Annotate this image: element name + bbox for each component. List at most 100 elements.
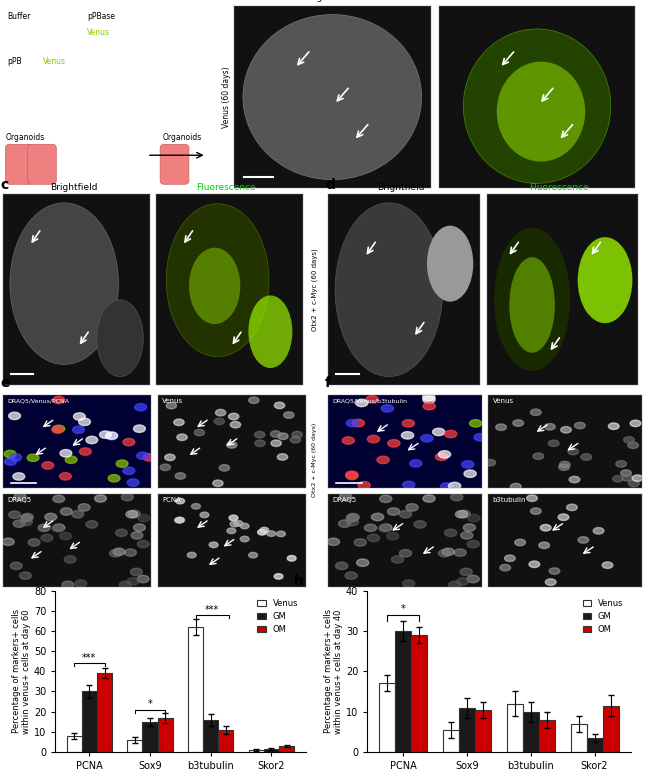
- Circle shape: [602, 562, 613, 568]
- Text: Otx2 + c-Myc (60 days): Otx2 + c-Myc (60 days): [311, 423, 317, 497]
- Text: f: f: [325, 376, 331, 390]
- Text: DRAQ5: DRAQ5: [8, 497, 32, 503]
- Circle shape: [64, 556, 76, 563]
- Circle shape: [278, 433, 288, 439]
- Circle shape: [545, 579, 556, 586]
- Circle shape: [387, 508, 400, 515]
- Text: pPBase: pPBase: [87, 12, 115, 20]
- Circle shape: [42, 462, 54, 469]
- Circle shape: [227, 528, 236, 533]
- FancyBboxPatch shape: [160, 144, 189, 184]
- Circle shape: [215, 410, 226, 416]
- Circle shape: [125, 549, 136, 556]
- Circle shape: [200, 512, 209, 518]
- Circle shape: [463, 524, 476, 531]
- Circle shape: [630, 420, 641, 427]
- Bar: [97, 673, 112, 752]
- Circle shape: [78, 503, 90, 511]
- Circle shape: [612, 475, 623, 482]
- Bar: [539, 720, 554, 752]
- Legend: Venus, GM, OM: Venus, GM, OM: [254, 595, 302, 637]
- Circle shape: [13, 473, 25, 480]
- Circle shape: [21, 514, 33, 521]
- Circle shape: [445, 431, 457, 438]
- Circle shape: [131, 532, 143, 539]
- Circle shape: [136, 452, 149, 460]
- Bar: [475, 709, 491, 752]
- Text: Venus: Venus: [87, 28, 111, 37]
- Circle shape: [346, 472, 358, 480]
- Circle shape: [530, 508, 541, 514]
- Circle shape: [357, 559, 369, 566]
- Circle shape: [129, 511, 140, 518]
- Circle shape: [249, 552, 257, 558]
- Circle shape: [20, 572, 31, 579]
- Circle shape: [60, 449, 72, 457]
- Bar: [443, 730, 459, 752]
- Circle shape: [414, 521, 426, 528]
- Circle shape: [578, 536, 589, 543]
- Circle shape: [515, 539, 525, 546]
- Text: e: e: [0, 376, 10, 390]
- Circle shape: [51, 426, 64, 433]
- Circle shape: [485, 460, 495, 466]
- Ellipse shape: [494, 228, 570, 371]
- Circle shape: [8, 412, 21, 420]
- Circle shape: [60, 532, 72, 539]
- Circle shape: [274, 574, 283, 579]
- Bar: [264, 749, 279, 752]
- Circle shape: [335, 562, 348, 569]
- Circle shape: [270, 431, 281, 437]
- Circle shape: [53, 495, 64, 503]
- Circle shape: [65, 456, 77, 464]
- Circle shape: [274, 402, 285, 409]
- Circle shape: [545, 424, 555, 430]
- Circle shape: [593, 528, 604, 534]
- Circle shape: [209, 542, 218, 547]
- Bar: [218, 730, 233, 752]
- Circle shape: [623, 437, 634, 443]
- Circle shape: [53, 425, 65, 432]
- Circle shape: [504, 555, 515, 561]
- Circle shape: [79, 418, 90, 426]
- Circle shape: [622, 474, 632, 482]
- Ellipse shape: [243, 15, 422, 179]
- Circle shape: [255, 431, 265, 438]
- Circle shape: [540, 525, 551, 531]
- Circle shape: [255, 440, 265, 446]
- Circle shape: [177, 434, 187, 441]
- Circle shape: [533, 453, 543, 460]
- Circle shape: [10, 562, 22, 569]
- Circle shape: [399, 550, 411, 557]
- Circle shape: [62, 581, 74, 589]
- Circle shape: [467, 540, 480, 548]
- Text: h: h: [294, 574, 304, 588]
- Circle shape: [60, 473, 72, 480]
- Circle shape: [628, 442, 638, 449]
- Circle shape: [377, 456, 389, 464]
- Circle shape: [27, 454, 39, 461]
- Circle shape: [116, 460, 128, 467]
- Circle shape: [581, 453, 592, 460]
- Circle shape: [113, 548, 125, 555]
- Circle shape: [133, 524, 146, 531]
- Circle shape: [423, 396, 435, 403]
- Text: b: b: [234, 0, 244, 2]
- Ellipse shape: [166, 204, 269, 356]
- Circle shape: [230, 521, 239, 527]
- Circle shape: [187, 552, 196, 557]
- Circle shape: [457, 578, 469, 585]
- Circle shape: [621, 470, 631, 476]
- Bar: [586, 738, 603, 752]
- Circle shape: [474, 434, 486, 441]
- Circle shape: [526, 495, 538, 501]
- Circle shape: [445, 529, 457, 536]
- Circle shape: [127, 578, 139, 585]
- Ellipse shape: [97, 300, 143, 377]
- Circle shape: [41, 534, 53, 542]
- Circle shape: [448, 581, 461, 589]
- Bar: [66, 736, 82, 752]
- Circle shape: [94, 495, 107, 502]
- Circle shape: [226, 442, 237, 448]
- Text: PCNA: PCNA: [162, 497, 181, 503]
